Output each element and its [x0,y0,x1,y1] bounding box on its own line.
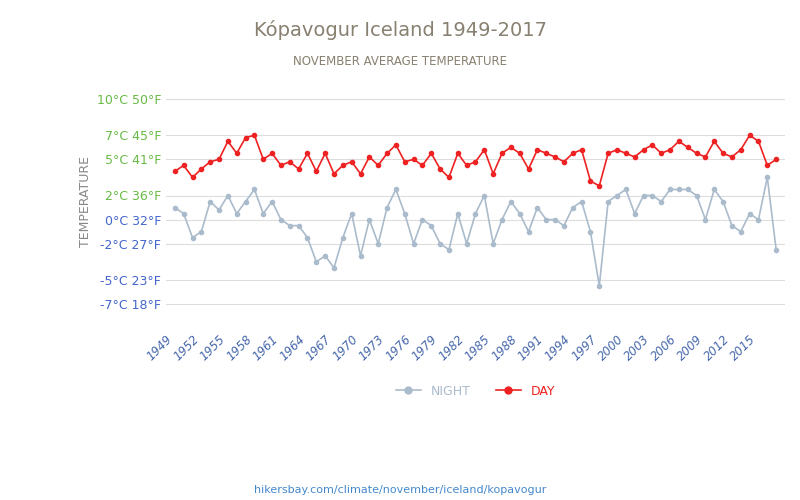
Text: NOVEMBER AVERAGE TEMPERATURE: NOVEMBER AVERAGE TEMPERATURE [293,55,507,68]
Y-axis label: TEMPERATURE: TEMPERATURE [79,156,92,247]
Text: hikersbay.com/climate/november/iceland/kopavogur: hikersbay.com/climate/november/iceland/k… [254,485,546,495]
Legend: NIGHT, DAY: NIGHT, DAY [390,380,560,403]
Text: Kópavogur Iceland 1949-2017: Kópavogur Iceland 1949-2017 [254,20,546,40]
